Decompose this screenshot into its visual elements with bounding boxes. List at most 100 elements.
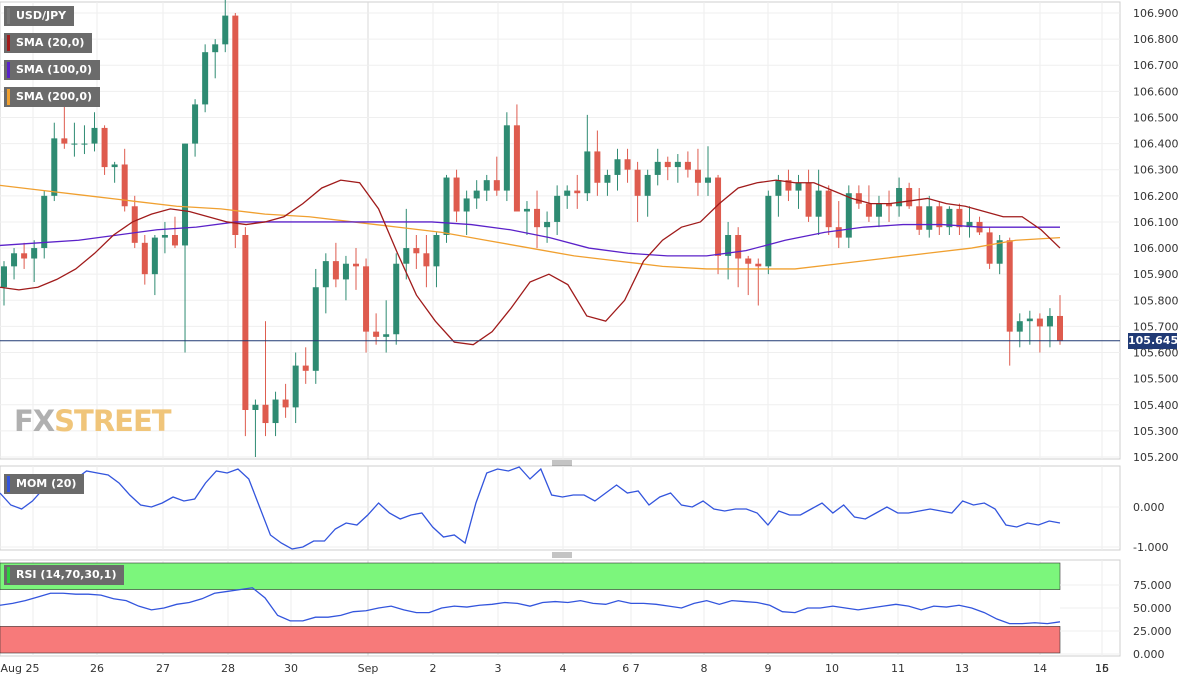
candle-body [433,235,440,267]
x-tick-label: 16 [1095,662,1109,675]
candle-body [443,177,450,235]
candle-body [564,190,571,196]
candle-body [463,198,470,212]
candle-body [272,399,279,424]
y-tick-label: 106.200 [1133,190,1179,203]
candle-body [1,266,7,288]
candle-body [825,190,832,228]
x-tick-label: 10 [825,662,839,675]
fxstreet-watermark: FXSTREET [14,404,172,438]
y-tick-label: 106.700 [1133,59,1179,72]
candle-body [161,235,168,238]
x-tick-label: Aug 25 [1,662,40,675]
candle-body [81,143,88,145]
candle-body [11,253,18,267]
candle-body [403,248,410,264]
candle-body [614,159,621,175]
candle-body [413,248,420,254]
symbol-label-text: USD/JPY [16,9,67,22]
x-tick-label: 15 [1095,662,1109,675]
candle-body [715,177,722,256]
rsi-swatch [7,567,10,583]
candle-body [996,240,1003,264]
candle-body [664,161,671,168]
candle-body [141,242,148,275]
candle-body [1006,240,1013,332]
candle-body [594,151,601,183]
x-tick-label: 27 [156,662,170,675]
y-tick-label: 106.900 [1133,7,1179,20]
sma200-label-text: SMA (200,0) [16,90,93,103]
candle-body [252,404,259,410]
price-pane [0,1,1121,460]
y-tick-label: 105.900 [1133,268,1179,281]
candle-body [735,235,742,259]
candle-body [584,151,591,194]
candle-body [1046,315,1053,327]
sma20-line [0,179,1061,346]
candle-body [483,180,490,191]
symbol-label: USD/JPY [4,6,75,26]
y-tick-label: 106.800 [1133,33,1179,46]
sma100-label-text: SMA (100,0) [16,63,93,76]
y-tick-label: 106.600 [1133,85,1179,98]
candle-body [21,253,28,259]
candle-body [835,227,842,238]
candle-body [91,127,98,144]
candle-body [151,237,158,275]
sma200-swatch [7,89,10,105]
candle-body [926,206,933,230]
rsi-overbought-zone [0,562,1061,590]
mom-label-text: MOM (20) [16,477,77,490]
candle-body [1057,315,1063,341]
candle-body [242,235,249,410]
candle-body [292,365,299,408]
candle-body [131,206,138,243]
candle-body [705,177,711,183]
y-tick-label: 105.800 [1133,294,1179,307]
y-tick-label: 106.300 [1133,164,1179,177]
candle-body [312,287,319,371]
candle-body [574,190,581,194]
y-tick-label: 105.200 [1133,451,1179,464]
candle-body [393,263,400,335]
candle-body [373,331,380,337]
candle-body [1036,318,1043,327]
y-tick-label: 106.500 [1133,111,1179,124]
candle-body [805,182,812,217]
candle-body [322,261,329,288]
candle-body [775,180,782,196]
y-tick-label: 105.600 [1133,347,1179,360]
candle-body [936,206,943,228]
candle-body [644,174,651,196]
sma100-swatch [7,62,10,78]
y-tick-label: 106.100 [1133,216,1179,229]
candle-body [41,195,48,249]
candle-body [966,221,973,228]
y-tick-label: 105.300 [1133,425,1179,438]
candle-body [513,125,520,212]
x-tick-label: 30 [284,662,298,675]
mom-swatch [7,476,10,492]
candle-body [493,180,500,191]
candle-body [604,174,611,183]
candle-body [795,182,802,191]
candle-body [342,263,349,280]
candle-body [503,125,510,191]
candle-body [262,404,269,424]
watermark-street: STREET [54,404,171,438]
x-tick-label: 13 [955,662,969,675]
candle-body [101,127,108,168]
momentum-pane [0,465,1121,551]
y-tick-label: 105.700 [1133,320,1179,333]
rsi-y-tick-label: 25.000 [1133,625,1172,638]
candle-body [353,263,359,267]
candle-body [956,208,963,228]
candle-body [544,221,551,228]
x-tick-label: 3 [495,662,502,675]
candle-body [1016,321,1023,332]
candle-body [896,187,903,207]
candle-body [654,161,661,175]
candle-body [202,52,209,105]
